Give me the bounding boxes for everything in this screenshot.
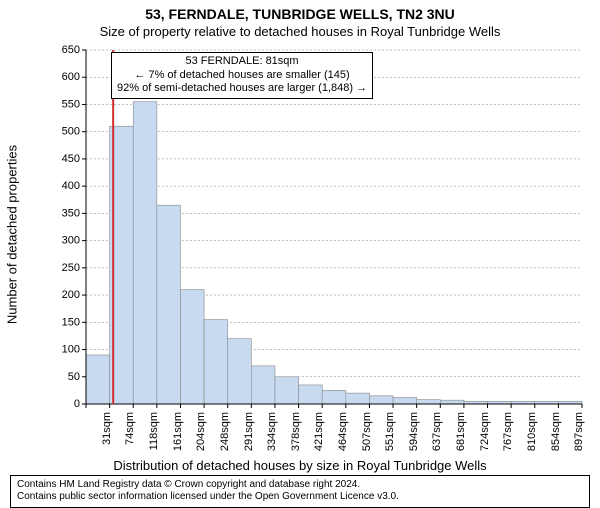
footer-line1: Contains HM Land Registry data © Crown c… — [17, 479, 583, 492]
y-axis-label: Number of detached properties — [5, 145, 20, 324]
x-tick-label: 161sqm — [172, 412, 184, 451]
x-tick-label: 637sqm — [431, 412, 443, 451]
svg-text:250: 250 — [62, 262, 80, 274]
svg-text:600: 600 — [62, 71, 80, 83]
x-tick-label: 421sqm — [313, 412, 325, 451]
chart-subtitle: Size of property relative to detached ho… — [8, 24, 592, 40]
footer-box: Contains HM Land Registry data © Crown c… — [10, 475, 590, 508]
svg-text:650: 650 — [62, 44, 80, 56]
x-tick-label: 464sqm — [337, 412, 349, 451]
annotation-box: 53 FERNDALE: 81sqm ← 7% of detached hous… — [111, 52, 373, 99]
x-tick-label: 681sqm — [455, 412, 467, 451]
x-tick-label: 854sqm — [550, 412, 562, 451]
x-tick-label: 74sqm — [124, 412, 136, 445]
svg-text:100: 100 — [62, 343, 80, 355]
x-tick-label: 291sqm — [243, 412, 255, 451]
x-tick-label: 31sqm — [101, 412, 113, 445]
x-tick-label: 897sqm — [573, 412, 585, 451]
svg-text:450: 450 — [62, 153, 80, 165]
svg-text:500: 500 — [62, 125, 80, 137]
x-tick-labels: 31sqm 74sqm 118sqm 161sqm 204sqm 248sqm 291sqm… — [56, 410, 586, 456]
svg-text:150: 150 — [62, 316, 80, 328]
x-tick-label: 810sqm — [526, 412, 538, 451]
x-tick-label: 724sqm — [479, 412, 491, 451]
x-tick-label: 334sqm — [266, 412, 278, 451]
svg-text:50: 50 — [68, 371, 80, 383]
x-tick-label: 507sqm — [361, 412, 373, 451]
x-axis-label: Distribution of detached houses by size … — [8, 458, 592, 473]
svg-text:0: 0 — [74, 398, 80, 410]
x-tick-label: 248sqm — [219, 412, 231, 451]
chart-container: 53, FERNDALE, TUNBRIDGE WELLS, TN2 3NU S… — [0, 0, 600, 500]
chart-title: 53, FERNDALE, TUNBRIDGE WELLS, TN2 3NU — [8, 6, 592, 24]
x-tick-label: 378sqm — [290, 412, 302, 451]
svg-text:300: 300 — [62, 234, 80, 246]
svg-text:200: 200 — [62, 289, 80, 301]
svg-text:550: 550 — [62, 98, 80, 110]
x-tick-label: 767sqm — [502, 412, 514, 451]
annotation-line2: ← 7% of detached houses are smaller (145… — [117, 69, 367, 83]
annotation-line1: 53 FERNDALE: 81sqm — [117, 55, 367, 69]
chart-area: Number of detached properties 0501001502… — [56, 44, 586, 410]
svg-text:350: 350 — [62, 207, 80, 219]
x-tick-label: 551sqm — [384, 412, 396, 451]
x-tick-label: 204sqm — [195, 412, 207, 451]
x-tick-label: 118sqm — [148, 412, 160, 450]
x-tick-label: 594sqm — [408, 412, 420, 451]
footer-line2: Contains public sector information licen… — [17, 491, 583, 504]
svg-text:400: 400 — [62, 180, 80, 192]
annotation-line3: 92% of semi-detached houses are larger (… — [117, 82, 367, 96]
